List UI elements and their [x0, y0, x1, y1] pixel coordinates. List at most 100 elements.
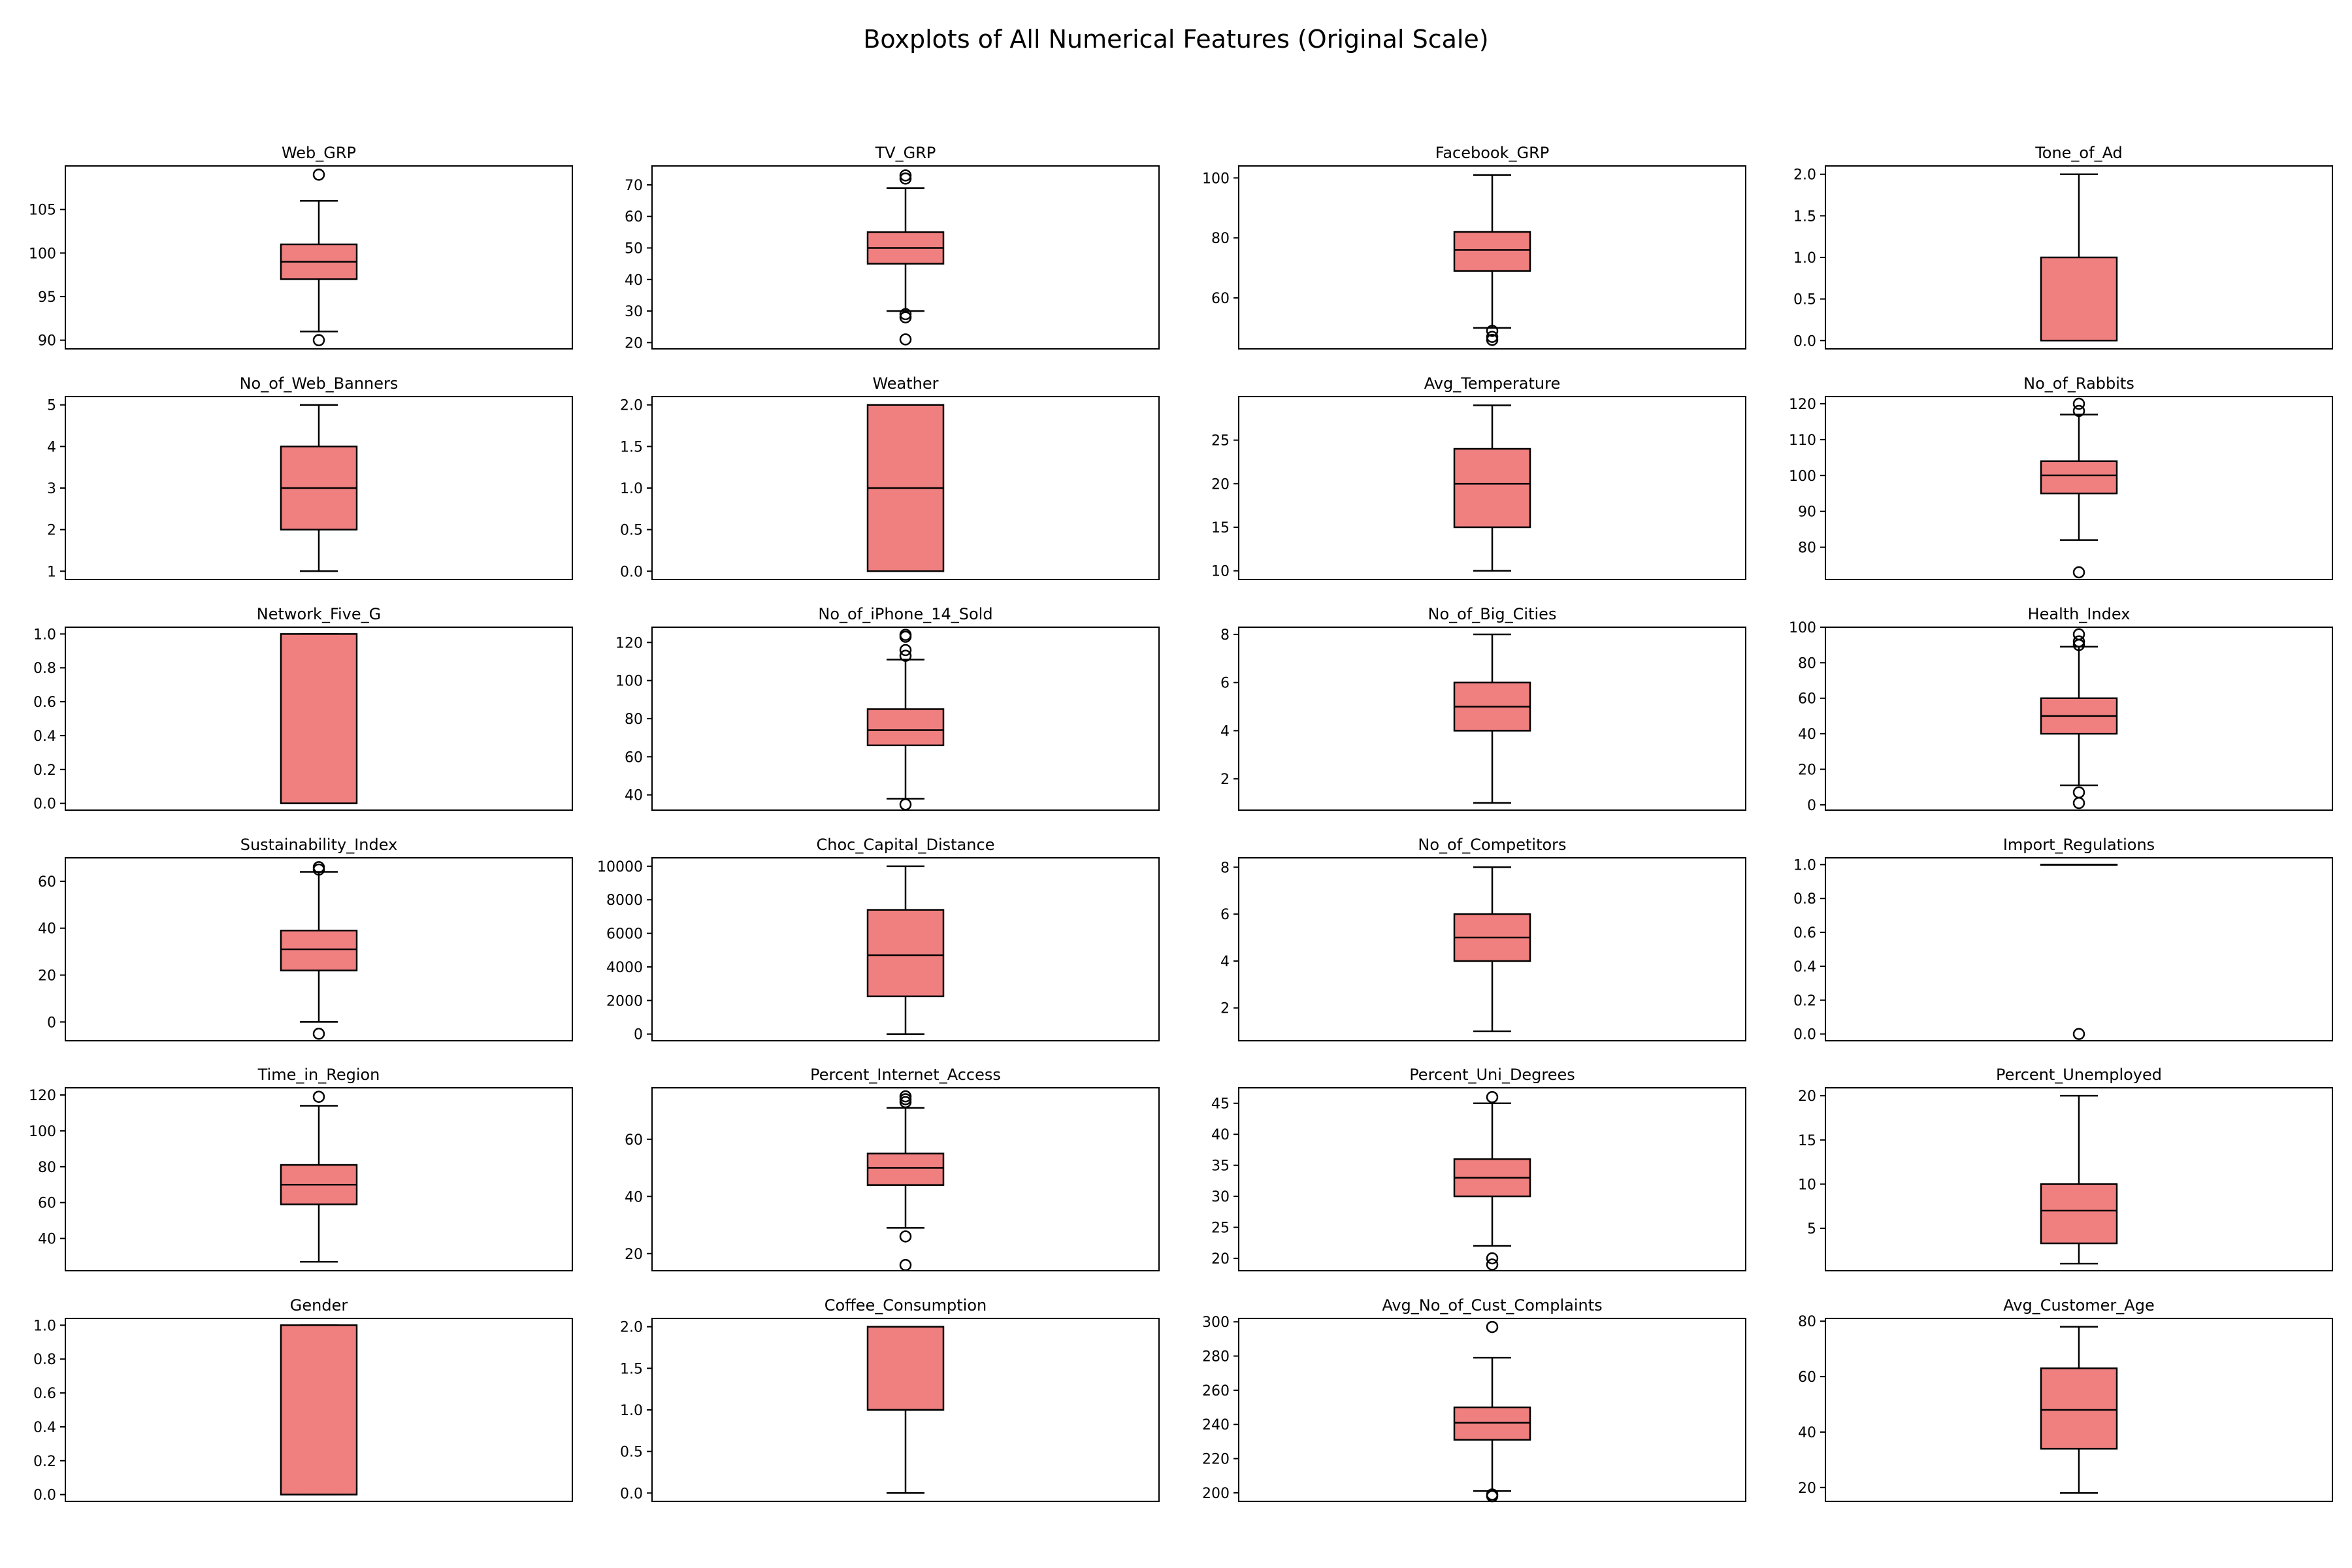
panel-title: Avg_Customer_Age	[2003, 1296, 2154, 1315]
figure-title: Boxplots of All Numerical Features (Orig…	[863, 25, 1489, 54]
y-tick-label: 60	[625, 749, 643, 766]
axes-frame	[1238, 857, 1746, 1041]
outlier-point	[312, 1090, 325, 1103]
panel-title: No_of_Big_Cities	[1428, 605, 1557, 623]
y-tick-label: 80	[38, 1160, 56, 1176]
outlier-point	[1486, 1252, 1499, 1265]
panel-title: Facebook_GRP	[1435, 144, 1550, 162]
y-tick-label: 40	[625, 788, 643, 804]
axes-frame	[1238, 627, 1746, 811]
axes-frame	[1825, 165, 2333, 350]
boxplot-panel: Gender 0.0 0.2 0.4 0.6 0.8 1.0	[0, 1289, 588, 1520]
outlier-point	[899, 311, 912, 323]
y-tick-label: 2	[1220, 772, 1230, 788]
axes-frame	[65, 627, 573, 811]
y-tick-label: 1.5	[620, 439, 643, 455]
panel-title: Percent_Internet_Access	[810, 1066, 1001, 1084]
panel-title: No_of_Competitors	[1418, 836, 1566, 854]
outlier-point	[2072, 404, 2085, 417]
y-tick-label: 120	[1789, 397, 1816, 413]
boxplot-svg: Tone_of_Ad 0.0 0.5 1.0 1.5 2.0	[1793, 144, 2333, 350]
y-tick-label: 25	[1211, 1220, 1230, 1237]
y-tick-label: 6	[1220, 907, 1230, 923]
boxplot-svg: Network_Five_G 0.0 0.2 0.4 0.6 0.8 1.0	[33, 605, 573, 813]
outlier-point	[312, 334, 325, 346]
y-tick-label: 40	[1798, 1425, 1816, 1441]
boxplot-svg: Sustainability_Index 0 20 40 60	[38, 836, 573, 1041]
iqr-box	[866, 1152, 945, 1186]
y-tick-label: 20	[38, 968, 56, 984]
boxplot-panel: TV_GRP 20 30 40 50 60 70	[587, 137, 1175, 368]
boxplot-panel: No_of_Competitors 2 4 6 8	[1173, 828, 1761, 1060]
y-tick-label: 4	[1220, 954, 1230, 970]
y-tick-label: 0.0	[33, 1488, 56, 1504]
y-tick-label: 40	[625, 1189, 643, 1205]
y-tick-label: 60	[625, 1132, 643, 1149]
y-tick-label: 0	[634, 1027, 643, 1043]
y-tick-label: 4	[1220, 723, 1230, 740]
y-tick-label: 100	[29, 246, 56, 262]
outlier-point	[899, 629, 912, 641]
y-tick-label: 1	[47, 564, 56, 580]
y-tick-label: 4	[47, 439, 56, 455]
iqr-box	[2040, 460, 2118, 495]
iqr-box	[2040, 1367, 2118, 1450]
axes-frame	[1238, 165, 1746, 350]
y-tick-label: 0.0	[1793, 333, 1816, 350]
outlier-point	[899, 333, 912, 346]
y-tick-label: 8	[1220, 860, 1230, 876]
outlier-point	[899, 649, 912, 662]
boxplot-svg: Avg_Temperature 10 15 20 25	[1211, 374, 1746, 580]
boxplot-svg: Avg_No_of_Cust_Complaints 200 220 240 260 280…	[1202, 1296, 1746, 1503]
y-tick-label: 20	[1798, 1480, 1816, 1497]
boxplot-panel: Web_GRP 90 95 100 105	[0, 137, 588, 368]
panel-title: Percent_Uni_Degrees	[1409, 1066, 1575, 1084]
outlier-point	[2072, 796, 2085, 809]
boxplot-svg: No_of_Web_Banners 1 2 3 4 5	[47, 374, 573, 580]
y-tick-label: 1.0	[620, 1403, 643, 1419]
y-tick-label: 8	[1220, 627, 1230, 644]
y-tick-label: 2	[1220, 1001, 1230, 1017]
outlier-point	[312, 861, 325, 874]
y-tick-label: 0.0	[620, 564, 643, 580]
iqr-box	[280, 633, 358, 804]
iqr-box	[2040, 1183, 2118, 1245]
boxplot-panel: Avg_Temperature 10 15 20 25	[1173, 367, 1761, 598]
axes-frame	[65, 857, 573, 1041]
outlier-point	[899, 644, 912, 657]
y-tick-label: 0.5	[620, 1445, 643, 1461]
y-tick-label: 20	[1211, 476, 1230, 493]
y-tick-label: 5	[47, 398, 56, 414]
boxplot-svg: Health_Index 0 20 40 60 80 100	[1789, 605, 2333, 814]
y-tick-label: 0.8	[1793, 891, 1816, 907]
y-tick-label: 1.0	[33, 627, 56, 643]
y-tick-label: 0	[1807, 798, 1816, 814]
y-tick-label: 80	[1798, 540, 1816, 557]
boxplot-panel: Sustainability_Index 0 20 40 60	[0, 828, 588, 1060]
outlier-point	[899, 169, 912, 182]
axes-frame	[1825, 396, 2333, 580]
y-tick-label: 20	[1798, 762, 1816, 778]
panel-title: No_of_iPhone_14_Sold	[818, 605, 992, 623]
y-tick-label: 30	[625, 304, 643, 320]
y-tick-label: 2.0	[620, 398, 643, 414]
boxplot-panel: Import_Regulations 0.0 0.2 0.4 0.6 0.8 1.0	[1760, 828, 2348, 1060]
y-tick-label: 1.0	[1793, 250, 1816, 267]
axes-frame	[1238, 1087, 1746, 1271]
y-tick-label: 6000	[606, 926, 643, 943]
panel-title: Tone_of_Ad	[2034, 144, 2123, 162]
y-tick-label: 40	[1798, 727, 1816, 743]
iqr-box	[866, 708, 945, 747]
axes-frame	[651, 627, 1160, 811]
axes-frame	[1825, 627, 2333, 811]
y-tick-label: 40	[625, 272, 643, 289]
axes-frame	[1825, 857, 2333, 1041]
boxplot-panel: Weather 0.0 0.5 1.0 1.5 2.0	[587, 367, 1175, 598]
boxplot-svg: TV_GRP 20 30 40 50 60 70	[625, 144, 1160, 351]
outlier-point	[1486, 1320, 1499, 1333]
y-tick-label: 0.2	[33, 1454, 56, 1470]
axes-frame	[651, 165, 1160, 350]
y-tick-label: 60	[1211, 291, 1230, 307]
y-tick-label: 80	[625, 711, 643, 728]
